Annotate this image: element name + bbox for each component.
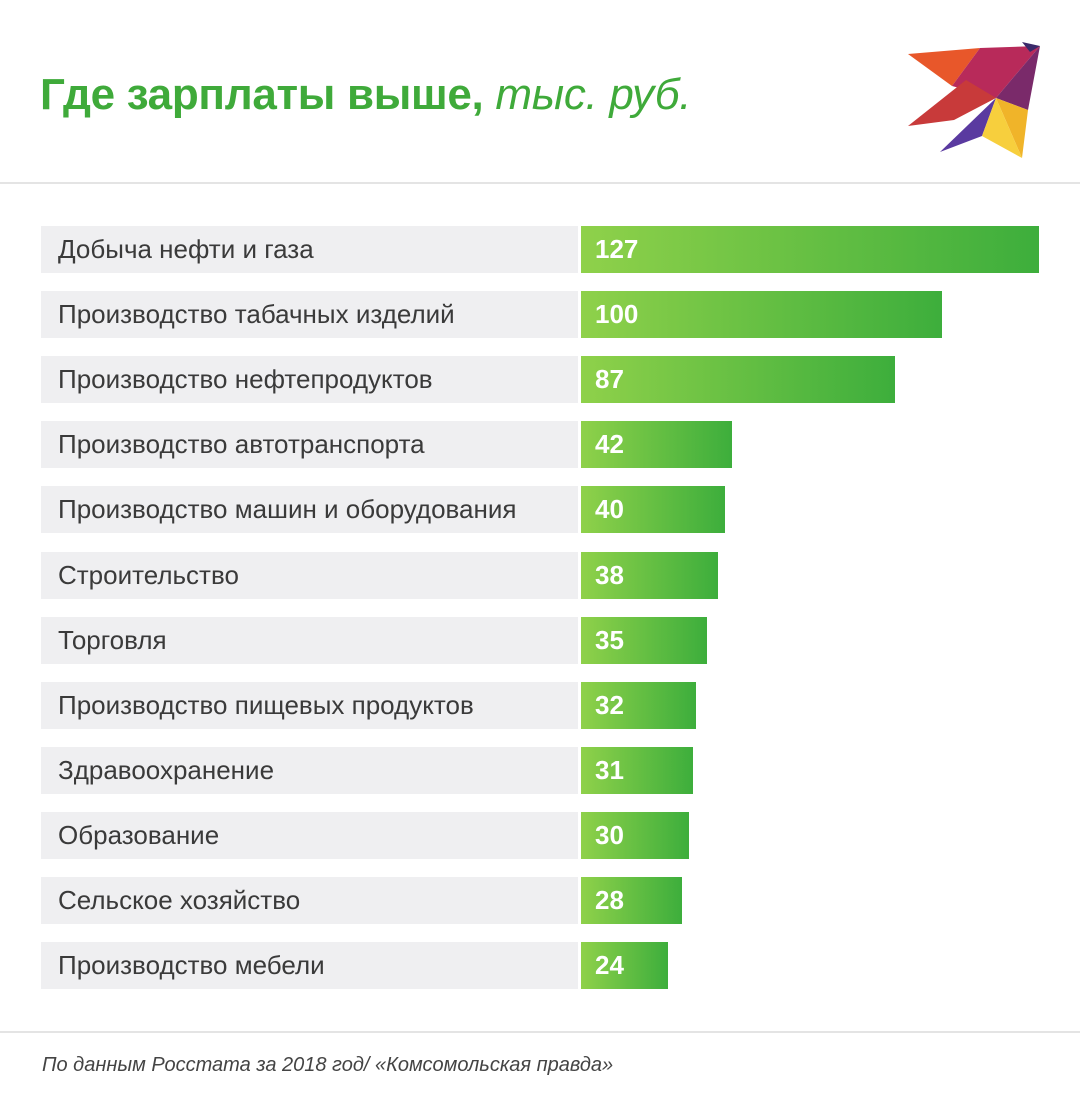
bar: 28 [581, 877, 682, 924]
title-unit: тыс. руб. [495, 70, 692, 119]
row-label-background: Сельское хозяйство [41, 877, 578, 924]
bar-value-label: 35 [595, 624, 624, 655]
bar: 40 [581, 486, 726, 534]
bar-value-label: 42 [595, 429, 624, 460]
row-label-background: Производство нефтепродуктов [41, 356, 578, 404]
bar-row: Сельское хозяйство 28 [41, 877, 1041, 924]
bar-value-label: 24 [595, 950, 624, 981]
bar-row: Образование 30 [41, 811, 1041, 859]
bar-value-label: 100 [595, 299, 639, 330]
category-label: Здравоохранение [58, 754, 275, 785]
bar: 32 [581, 681, 697, 729]
row-label-background: Здравоохранение [41, 746, 578, 794]
category-label: Производство табачных изделий [58, 299, 455, 330]
row-label-background: Образование [41, 811, 578, 859]
bar-value-label: 31 [595, 754, 624, 785]
category-label: Производство пищевых продуктов [58, 689, 474, 720]
category-label: Производство мебели [58, 950, 325, 981]
row-label-background: Производство пищевых продуктов [41, 681, 578, 729]
bar: 127 [581, 226, 1039, 273]
row-label-background: Производство табачных изделий [41, 291, 578, 339]
category-label: Производство автотранспорта [58, 429, 425, 460]
bar-row: Торговля 35 [41, 616, 1041, 664]
bar-value-label: 127 [595, 234, 639, 264]
bar-row: Производство нефтепродуктов 87 [41, 356, 1041, 404]
category-label: Торговля [58, 624, 167, 655]
bar-row: Производство пищевых продуктов 32 [41, 681, 1041, 729]
row-label-background: Производство мебели [41, 942, 578, 990]
bar: 38 [581, 551, 719, 599]
title-text: Где зарплаты выше, [40, 70, 484, 119]
bar-value-label: 87 [595, 364, 624, 395]
bar-row: Добыча нефти и газа 127 [41, 226, 1041, 273]
top-divider [0, 182, 1080, 184]
row-label-background: Производство машин и оборудования [41, 486, 578, 534]
bar: 87 [581, 356, 895, 404]
bar: 31 [581, 746, 693, 794]
category-label: Образование [58, 819, 220, 850]
category-label: Сельское хозяйство [58, 885, 301, 915]
bar: 42 [581, 421, 733, 469]
bar: 35 [581, 616, 708, 664]
bar-row: Здравоохранение 31 [41, 746, 1041, 794]
row-label-background: Торговля [41, 616, 578, 664]
bar: 30 [581, 811, 690, 859]
bar-value-label: 40 [595, 494, 624, 525]
bar: 24 [581, 942, 668, 990]
bar: 100 [581, 291, 942, 339]
row-label-background: Добыча нефти и газа [41, 226, 578, 273]
row-label-background: Производство автотранспорта [41, 421, 578, 469]
chart-title: Где зарплаты выше, тыс. руб. [40, 70, 691, 120]
bar-value-label: 28 [595, 885, 624, 915]
category-label: Строительство [58, 559, 239, 590]
header: Где зарплаты выше, тыс. руб. [0, 0, 1080, 182]
source-note: По данным Росстата за 2018 год/ «Комсомо… [42, 1054, 614, 1076]
bar-row: Производство автотранспорта 42 [41, 421, 1041, 469]
bottom-divider [0, 1031, 1080, 1033]
bar-value-label: 38 [595, 559, 624, 590]
bar-value-label: 30 [595, 819, 624, 850]
bar-row: Производство машин и оборудования 40 [41, 486, 1041, 534]
bar-row: Производство табачных изделий 100 [41, 291, 1041, 339]
category-label: Производство нефтепродуктов [58, 364, 433, 395]
category-label: Производство машин и оборудования [58, 494, 517, 525]
category-label: Добыча нефти и газа [58, 234, 314, 264]
bar-value-label: 32 [595, 689, 624, 720]
bird-logo-icon [908, 42, 1040, 158]
bar-row: Строительство 38 [41, 551, 1041, 599]
row-label-background: Строительство [41, 551, 578, 599]
bar-row: Производство мебели 24 [41, 942, 1041, 990]
